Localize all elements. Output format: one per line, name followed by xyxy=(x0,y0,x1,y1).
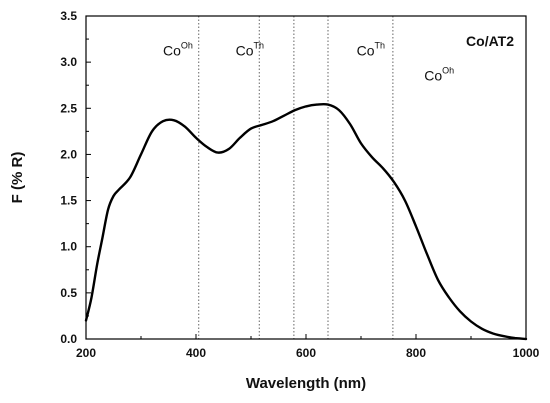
x-tick-label: 200 xyxy=(76,346,96,360)
x-tick-label: 1000 xyxy=(513,346,540,360)
annotation-label: CoOh xyxy=(424,66,454,84)
annotation-label: CoOh xyxy=(163,41,193,59)
annotation-label: CoTh xyxy=(357,41,385,59)
y-tick-label: 2.5 xyxy=(60,101,77,115)
y-tick-label: 0.5 xyxy=(60,286,77,300)
series-line xyxy=(84,102,528,341)
y-tick-label: 3.0 xyxy=(60,55,77,69)
x-tick-label: 400 xyxy=(186,346,206,360)
annotations: CoOh CoTh CoTh CoOh xyxy=(163,41,454,84)
x-axis-title: Wavelength (nm) xyxy=(246,375,366,392)
y-tick-label: 1.5 xyxy=(60,194,77,208)
y-tick-label: 2.0 xyxy=(60,147,77,161)
y-tick-label: 3.5 xyxy=(60,9,77,23)
x-tick-label: 600 xyxy=(296,346,316,360)
annotation-label: CoTh xyxy=(236,41,264,59)
y-tick-label: 1.0 xyxy=(60,240,77,254)
x-tick-label: 800 xyxy=(406,346,426,360)
reference-lines xyxy=(198,16,394,339)
y-tick-label: 0.0 xyxy=(60,332,77,346)
y-axis-title: F (% R) xyxy=(9,152,26,204)
plot-area: 200 400 600 800 1000 0.0 0.5 1.0 1.5 2.0 2.5 3.0 3.… xyxy=(60,9,539,360)
legend-label: Co/AT2 xyxy=(466,33,514,49)
y-axis: 0.0 0.5 1.0 1.5 2.0 2.5 3.0 3.5 xyxy=(60,9,91,346)
plot-frame xyxy=(85,15,527,340)
x-axis: 200 400 600 800 1000 xyxy=(76,334,540,360)
